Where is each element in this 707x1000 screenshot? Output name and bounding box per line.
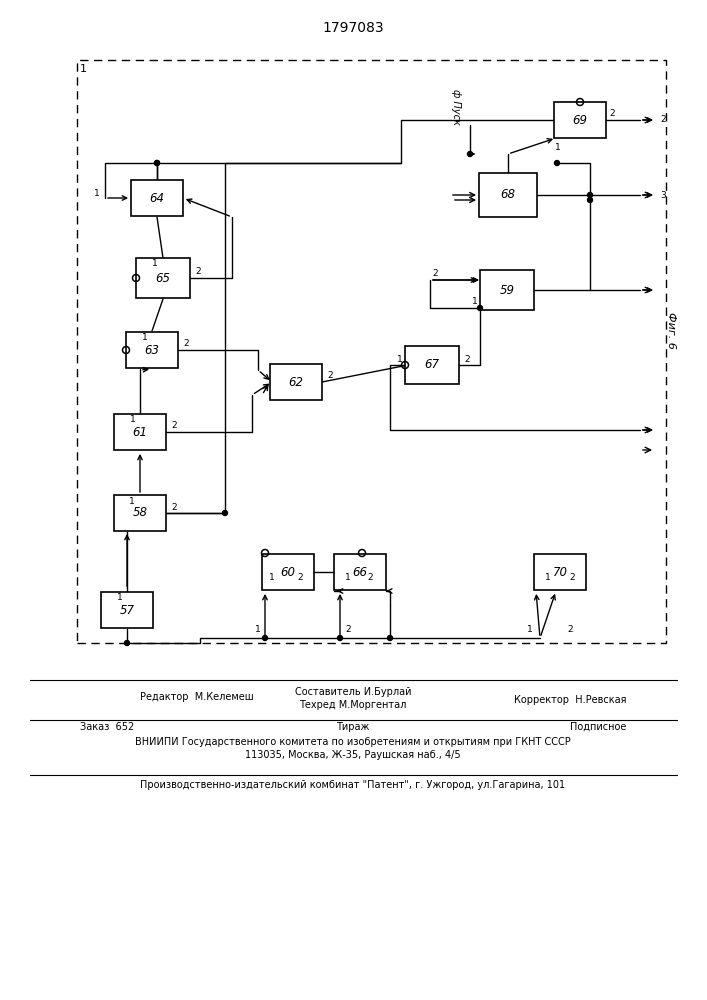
Text: Корректор  Н.Ревская: Корректор Н.Ревская	[514, 695, 626, 705]
Text: 58: 58	[132, 506, 148, 520]
Circle shape	[124, 641, 129, 646]
Circle shape	[155, 160, 160, 165]
Bar	[101, 592, 153, 628]
Text: 2: 2	[195, 267, 201, 276]
Bar	[77, 60, 666, 643]
Text: 69: 69	[573, 113, 588, 126]
Text: Заказ  652: Заказ 652	[80, 722, 134, 732]
Text: 1797083: 1797083	[322, 21, 384, 35]
Text: 2: 2	[660, 115, 666, 124]
Text: 1: 1	[255, 626, 261, 635]
Circle shape	[588, 198, 592, 202]
Text: Подписное: Подписное	[570, 722, 626, 732]
Text: 2: 2	[171, 502, 177, 512]
Text: Составитель И.Бурлай: Составитель И.Бурлай	[295, 687, 411, 697]
Circle shape	[155, 160, 160, 165]
Bar	[554, 102, 606, 138]
Text: 2: 2	[432, 269, 438, 278]
Circle shape	[223, 510, 228, 516]
Circle shape	[337, 636, 342, 641]
Text: Тираж: Тираж	[337, 722, 370, 732]
Circle shape	[467, 151, 472, 156]
Circle shape	[588, 192, 592, 198]
Text: 2: 2	[609, 109, 615, 118]
Text: 1: 1	[129, 496, 135, 506]
Text: Редактор  М.Келемеш: Редактор М.Келемеш	[140, 692, 254, 702]
Text: 62: 62	[288, 375, 303, 388]
Text: 2: 2	[345, 626, 351, 635]
Bar	[114, 495, 166, 531]
Bar	[114, 414, 166, 450]
Bar	[262, 554, 314, 590]
Text: 1: 1	[397, 355, 403, 363]
Text: 2: 2	[327, 371, 333, 380]
Circle shape	[554, 160, 559, 165]
Text: 2: 2	[367, 574, 373, 582]
Text: ф Пуск: ф Пуск	[451, 89, 461, 125]
Circle shape	[477, 306, 482, 310]
Text: 57: 57	[119, 603, 134, 616]
Bar	[126, 332, 178, 368]
Text: 113035, Москва, Ж-35, Раушская наб., 4/5: 113035, Москва, Ж-35, Раушская наб., 4/5	[245, 750, 461, 760]
Text: 59: 59	[500, 284, 515, 296]
Text: ВНИИПИ Государственного комитета по изобретениям и открытиям при ГКНТ СССР: ВНИИПИ Государственного комитета по изоб…	[135, 737, 571, 747]
Circle shape	[387, 636, 392, 641]
Bar	[480, 270, 534, 310]
Text: 2: 2	[171, 422, 177, 430]
Text: 64: 64	[149, 192, 165, 205]
Text: 70: 70	[552, 566, 568, 578]
Bar	[405, 346, 459, 384]
Text: 1: 1	[472, 296, 478, 306]
Text: Фиг. 6: Фиг. 6	[666, 312, 676, 348]
Text: 3: 3	[660, 190, 666, 200]
Text: 2: 2	[569, 574, 575, 582]
Text: 1: 1	[545, 574, 551, 582]
Bar	[534, 554, 586, 590]
Text: 1: 1	[117, 592, 123, 601]
Text: 67: 67	[424, 359, 440, 371]
Bar	[136, 258, 190, 298]
Text: 1: 1	[80, 64, 87, 74]
Text: 1: 1	[142, 332, 148, 342]
Text: 65: 65	[156, 271, 170, 284]
Circle shape	[262, 636, 267, 641]
Text: Техред М.Моргентал: Техред М.Моргентал	[299, 700, 407, 710]
Text: 1: 1	[152, 259, 158, 268]
Text: 2: 2	[567, 626, 573, 635]
Text: 1: 1	[269, 574, 275, 582]
Text: 1: 1	[94, 188, 100, 198]
Text: 2: 2	[297, 574, 303, 582]
Bar	[131, 180, 183, 216]
Text: 1: 1	[555, 142, 561, 151]
Bar	[479, 173, 537, 217]
Text: 60: 60	[281, 566, 296, 578]
Text: 2: 2	[183, 340, 189, 349]
Bar	[334, 554, 386, 590]
Text: 63: 63	[144, 344, 160, 357]
Text: Производственно-издательский комбинат "Патент", г. Ужгород, ул.Гагарина, 101: Производственно-издательский комбинат "П…	[141, 780, 566, 790]
Text: 1: 1	[130, 414, 136, 424]
Text: 61: 61	[132, 426, 148, 438]
Text: 66: 66	[353, 566, 368, 578]
Bar	[270, 364, 322, 400]
Text: 1: 1	[345, 574, 351, 582]
Text: 68: 68	[501, 188, 515, 202]
Text: 2: 2	[464, 355, 470, 363]
Text: 1: 1	[527, 626, 533, 635]
